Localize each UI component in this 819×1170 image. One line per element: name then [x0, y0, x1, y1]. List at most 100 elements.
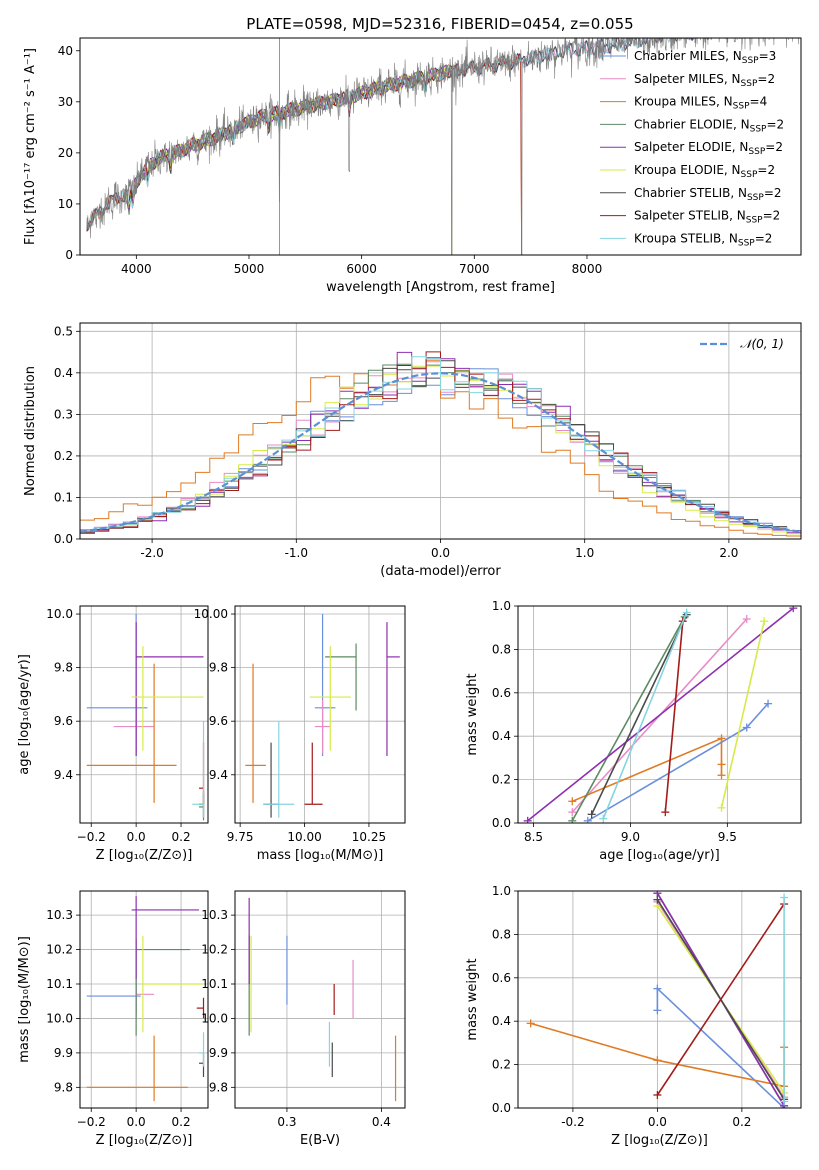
panel-age_vs_Z: −0.2 0.0 0.2 9.4 9.6 9.8 10.0 Z [log₁₀(Z/Z⊙)] ag…	[17, 605, 209, 863]
x-tick-label: 8.5	[524, 830, 543, 844]
x-tick-label: 5000	[234, 262, 265, 276]
y-tick-label: 1.0	[492, 599, 511, 613]
legend-text: Chabrier STELIB, N	[634, 186, 747, 200]
x-tick-label: 0.0	[127, 1115, 146, 1129]
axes-frame	[517, 605, 802, 824]
legend-label-chabrier_miles: Chabrier MILES, NSSP=3	[634, 49, 776, 66]
x-axis-label: E(B-V)	[300, 1133, 340, 1148]
legend-text: Salpeter MILES, N	[634, 72, 741, 86]
x-tick-label: 8000	[572, 262, 603, 276]
x-tick-label: 0.3	[277, 1115, 296, 1129]
weight-line-kroupa_stelib	[602, 612, 688, 819]
spectrum-model-salpeter_elodie	[124, 64, 453, 255]
y-tick-label: 10.0	[46, 1011, 73, 1025]
y-tick-label: 0.4	[492, 1014, 511, 1028]
x-tick-label: 4000	[121, 262, 152, 276]
legend-label-kroupa_stelib: Kroupa STELIB, NSSP=2	[634, 231, 772, 248]
legend-sub: SSP	[748, 147, 765, 157]
y-tick-label: 0.0	[492, 816, 511, 830]
axes-frame	[79, 605, 209, 824]
plot-area	[523, 606, 798, 823]
y-axis-label: mass weight	[465, 958, 480, 1040]
y-tick-label: 0.5	[54, 324, 73, 338]
panel-spectrum: 4000 5000 6000 7000 8000 0 10 20 30 40 wavelength …	[23, 37, 802, 295]
x-tick-label: 0.0	[431, 546, 450, 560]
legend-text: Kroupa STELIB, N	[634, 231, 738, 245]
y-tick-label: 10.0	[46, 607, 73, 621]
weight-line-kroupa_elodie	[720, 621, 765, 808]
y-tick-label: 0.3	[54, 407, 73, 421]
legend-sub: SSP	[738, 238, 755, 248]
y-tick-label: 0.2	[54, 449, 73, 463]
plot-area	[86, 38, 799, 255]
weight-line-chabrier_miles	[656, 986, 785, 1108]
x-axis-label: Z [log₁₀(Z/Z⊙)]	[96, 848, 193, 863]
legend-tail: =2	[755, 231, 773, 245]
legend-tail: =4	[750, 95, 768, 109]
y-tick-label: 0.6	[492, 686, 511, 700]
panel-mass_vs_ebv: 0.3 0.4 9.8 9.9 10.0 10.1 10.2 10.3 E(B-V)	[201, 890, 406, 1148]
weight-line-salpeter_stelib	[664, 621, 684, 813]
x-axis-label: Z [log₁₀(Z/Z⊙)]	[96, 1133, 193, 1148]
y-tick-label: 9.4	[54, 768, 73, 782]
axes-frame	[234, 605, 406, 824]
legend-label-chabrier_stelib: Chabrier STELIB, NSSP=2	[634, 186, 782, 203]
y-tick-label: 9.4	[209, 768, 228, 782]
y-axis-label: mass [log₁₀(M/M⊙)]	[17, 936, 32, 1063]
legend-text: Salpeter ELODIE, N	[634, 140, 748, 154]
legend-sub: SSP	[742, 56, 759, 66]
weight-line-salpeter_stelib	[656, 903, 785, 1096]
y-tick-label: 9.8	[209, 1080, 228, 1094]
legend-sub: SSP	[747, 193, 764, 203]
plot-area	[248, 897, 397, 1102]
legend-label-kroupa_elodie: Kroupa ELODIE, NSSP=2	[634, 163, 775, 180]
panel-residuals: -2.0 -1.0 0.0 1.0 2.0 0.0 0.1 0.2 0.3 0.4 0.5 (data…	[23, 322, 802, 579]
plot-area	[245, 614, 400, 818]
x-tick-label: 9.0	[621, 830, 640, 844]
panel-age_vs_mass: 9.75 10.00 10.25 9.4 9.6 9.8 10.00 mass [log₁₀(…	[194, 605, 406, 863]
x-tick-label: −0.2	[77, 1115, 106, 1129]
y-tick-label: 0.8	[492, 927, 511, 941]
y-tick-label: 9.9	[209, 1046, 228, 1060]
x-tick-label: 7000	[459, 262, 490, 276]
x-tick-label: 0.2	[172, 830, 191, 844]
x-tick-label: 9.5	[718, 830, 737, 844]
x-axis-label: age [log₁₀(age/yr)]	[599, 848, 720, 863]
legend-tail: =2	[766, 117, 784, 131]
y-tick-label: 9.8	[54, 1080, 73, 1094]
x-tick-label: 9.75	[227, 830, 254, 844]
panel-mass_vs_Z: −0.2 0.0 0.2 9.8 9.9 10.0 10.1 10.2 10.3 Z [log₁₀…	[17, 890, 209, 1148]
y-tick-label: 0.0	[54, 532, 73, 546]
y-axis-label: mass weight	[465, 673, 480, 755]
y-tick-label: 10.0	[201, 1011, 228, 1025]
y-tick-label: 0.0	[492, 1101, 511, 1115]
axes-frame	[79, 37, 802, 256]
x-tick-label: -1.0	[285, 546, 308, 560]
legend-tail: =2	[765, 140, 783, 154]
y-tick-label: 10.1	[201, 977, 228, 991]
weight-line-chabrier_stelib	[590, 614, 688, 815]
legend-label-salpeter_elodie: Salpeter ELODIE, NSSP=2	[634, 140, 783, 157]
y-tick-label: 0.2	[492, 773, 511, 787]
y-tick-label: 20	[58, 146, 73, 160]
legend-text: Chabrier ELODIE, N	[634, 117, 750, 131]
y-tick-label: 10.2	[46, 943, 73, 957]
axes-frame	[79, 890, 209, 1109]
y-tick-label: 10.00	[194, 607, 228, 621]
spectrum-data	[86, 38, 799, 255]
y-tick-label: 0.8	[492, 642, 511, 656]
x-tick-label: 6000	[346, 262, 377, 276]
x-axis-label: mass [log₁₀(M/M⊙)]	[257, 848, 384, 863]
x-tick-label: 10.25	[352, 830, 386, 844]
y-tick-label: 0.1	[54, 490, 73, 504]
legend-sub: SSP	[733, 102, 750, 112]
y-tick-label: 30	[58, 95, 73, 109]
legend-sub: SSP	[750, 124, 767, 134]
panel-weight_vs_Z: -0.2 0.0 0.2 0.0 0.2 0.4 0.6 0.8 1.0 Z [log₁₀(Z/Z…	[465, 884, 802, 1148]
legend-label-salpeter_miles: Salpeter MILES, NSSP=2	[634, 72, 775, 89]
y-axis-label: Flux [fλ10⁻¹⁷ erg cm⁻² s⁻¹ A⁻¹]	[23, 48, 38, 245]
y-tick-label: 0.2	[492, 1058, 511, 1072]
y-tick-label: 0.4	[492, 729, 511, 743]
legend-tail: =2	[757, 72, 775, 86]
